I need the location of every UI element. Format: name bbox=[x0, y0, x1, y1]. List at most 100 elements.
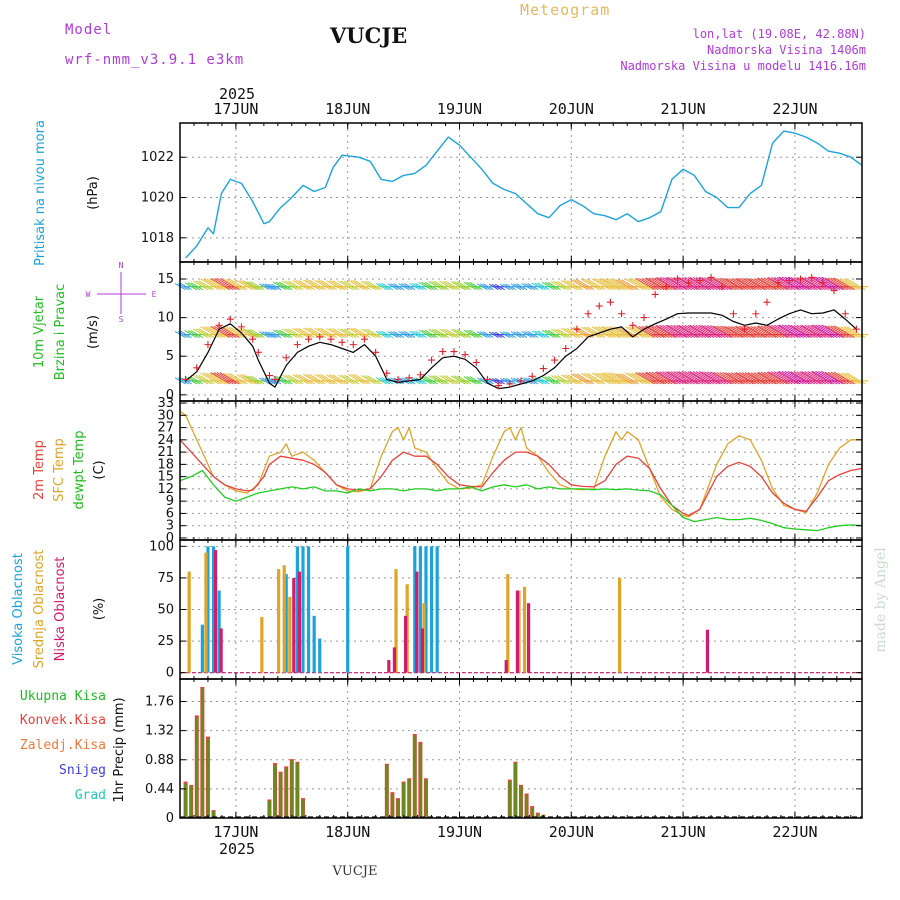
wind-barb bbox=[244, 375, 259, 385]
wind-barb bbox=[351, 374, 368, 385]
pressure-line bbox=[185, 130, 863, 259]
gust-marker bbox=[618, 310, 626, 318]
y-tick-label: 12 bbox=[157, 482, 174, 497]
gust-marker bbox=[707, 273, 715, 281]
product-title: Meteogram bbox=[520, 1, 610, 19]
wind-barb bbox=[804, 324, 827, 339]
wind-barb bbox=[710, 277, 732, 291]
wind-barb bbox=[597, 372, 617, 385]
wind-barb bbox=[618, 373, 637, 385]
wind-barb bbox=[213, 325, 234, 339]
low_cloud-bar bbox=[415, 571, 419, 673]
wind-barb bbox=[644, 372, 665, 385]
wind-barb bbox=[282, 280, 298, 291]
wind-barb bbox=[681, 371, 704, 385]
wind-barb bbox=[757, 325, 779, 339]
wind-barb bbox=[673, 324, 695, 339]
wind-barb bbox=[665, 277, 687, 291]
wind-barb bbox=[725, 372, 745, 385]
wind-barb bbox=[827, 325, 849, 339]
wind-barb bbox=[645, 277, 667, 291]
wind-barb bbox=[644, 325, 665, 339]
wind-barb bbox=[747, 372, 768, 385]
wind-barb bbox=[584, 372, 603, 385]
wind-barb bbox=[308, 373, 327, 385]
wind-barb bbox=[670, 371, 692, 385]
wind-barb bbox=[561, 328, 578, 339]
wind-barb bbox=[591, 278, 611, 291]
wind-speed-line bbox=[185, 309, 857, 390]
wind-barb bbox=[302, 327, 321, 339]
wind-barb bbox=[541, 329, 555, 339]
wind-barb bbox=[787, 370, 810, 385]
top-day-labels: 17JUN 18JUN 19JUN 20JUN 21JUN 22JUN bbox=[213, 100, 817, 118]
bottom-day-label: 21JUN bbox=[661, 823, 706, 841]
wind-barb bbox=[667, 324, 689, 339]
wind-barb bbox=[605, 326, 625, 339]
wind-barb bbox=[229, 278, 248, 291]
wind-barb bbox=[807, 324, 830, 339]
wind-barb bbox=[716, 277, 737, 291]
wind-barb bbox=[557, 280, 572, 291]
wind-barb bbox=[731, 372, 751, 385]
lonlat-label: lon,lat (19.08E, 42.88N) bbox=[693, 27, 866, 41]
gust-marker bbox=[372, 348, 380, 356]
gust-marker bbox=[265, 372, 273, 380]
gust-marker bbox=[439, 348, 447, 356]
wind-barb bbox=[824, 371, 846, 385]
temp-title-sfc: SFC Temp bbox=[52, 438, 67, 502]
wind-barb bbox=[698, 371, 721, 385]
wind-barb bbox=[418, 376, 432, 385]
wind-barb bbox=[659, 371, 681, 385]
gust-marker bbox=[428, 356, 436, 364]
wind-barb bbox=[738, 372, 760, 385]
wind-barb bbox=[364, 328, 379, 339]
gust-marker bbox=[841, 310, 849, 318]
precip-conv-bar bbox=[284, 767, 288, 818]
gust-marker bbox=[696, 277, 704, 285]
wind-barb bbox=[226, 326, 245, 339]
wind-barb bbox=[273, 281, 287, 291]
wind-barb bbox=[801, 371, 824, 385]
wind-barb bbox=[279, 329, 293, 339]
wind-barb bbox=[656, 324, 678, 339]
gust-marker bbox=[237, 323, 245, 331]
wind-barb bbox=[750, 372, 771, 385]
wind-barb bbox=[716, 325, 737, 339]
wind-barb bbox=[804, 371, 827, 385]
model-label: Model bbox=[65, 22, 112, 38]
wind-barb bbox=[837, 278, 857, 291]
wind-barb bbox=[213, 277, 234, 291]
wind-barb bbox=[833, 325, 855, 339]
wind-barb bbox=[701, 371, 723, 385]
wind-barb bbox=[361, 328, 376, 339]
wind-barb bbox=[239, 374, 256, 385]
wind-barb bbox=[645, 371, 667, 385]
wind-barb bbox=[771, 277, 793, 291]
wind-barb bbox=[687, 324, 710, 339]
wind-barb bbox=[704, 371, 726, 385]
wind-barb bbox=[409, 282, 421, 291]
wind-barb bbox=[766, 277, 788, 291]
y-tick-label: 50 bbox=[157, 603, 174, 618]
y-tick-label: 0 bbox=[166, 531, 174, 546]
wind-barb bbox=[341, 280, 357, 291]
wind-barb bbox=[466, 329, 480, 339]
wind-barb bbox=[631, 372, 651, 385]
gust-marker bbox=[472, 358, 480, 366]
low_cloud-bar bbox=[526, 603, 531, 673]
y-tick-label: 6 bbox=[166, 506, 174, 521]
precip-labels: Ukupna Kisa Konvek.Kisa Zaledj.Kisa Snij… bbox=[20, 689, 127, 803]
wind-barb bbox=[195, 374, 212, 385]
wind-compass: N S W E bbox=[86, 261, 157, 324]
wind-barb bbox=[236, 279, 253, 291]
mid_cloud-bar bbox=[187, 571, 191, 673]
wind-barb bbox=[326, 328, 343, 339]
y-tick-label: 0 bbox=[166, 388, 174, 403]
wind-barb bbox=[608, 278, 628, 291]
wind-barb bbox=[771, 324, 793, 339]
temp-labels: 2m Temp SFC Temp dewpt Temp (C) bbox=[32, 430, 107, 509]
gust-marker bbox=[562, 344, 570, 352]
wind-barb bbox=[348, 327, 365, 339]
wind-barb bbox=[781, 370, 804, 385]
